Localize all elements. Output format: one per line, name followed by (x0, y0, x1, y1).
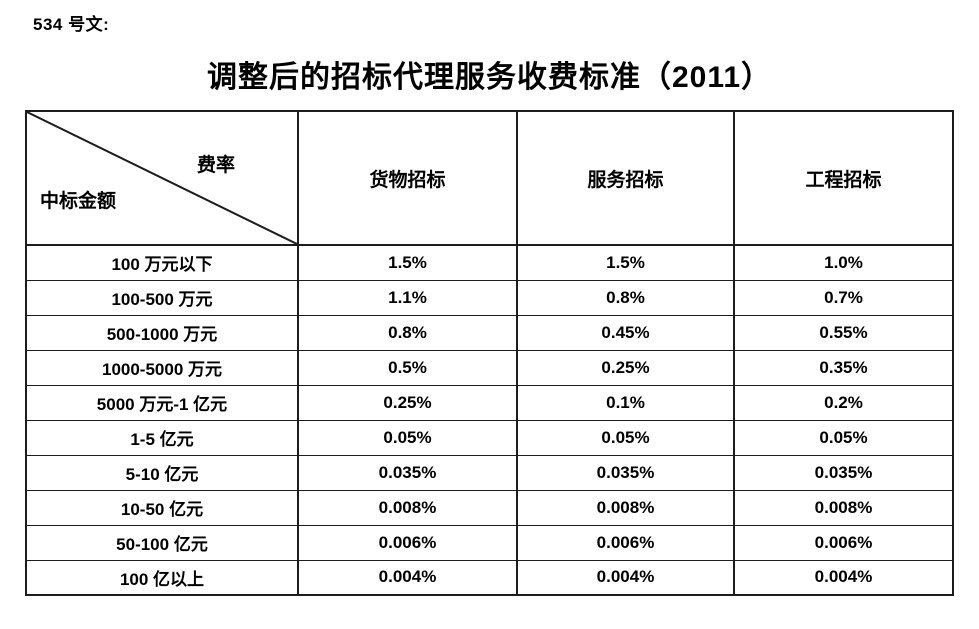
rate-cell: 0.008% (516, 489, 735, 526)
rate-cell: 0.05% (297, 419, 518, 456)
rate-cell: 0.5% (297, 349, 518, 386)
amount-range-cell: 100 亿以上 (25, 559, 299, 596)
amount-range-cell: 5-10 亿元 (25, 454, 299, 491)
rate-cell: 1.5% (297, 244, 518, 281)
rate-cell: 0.035% (516, 454, 735, 491)
column-header-goods-bidding: 货物招标 (297, 110, 518, 246)
rate-cell: 0.006% (516, 524, 735, 561)
amount-range-cell: 50-100 亿元 (25, 524, 299, 561)
table-row: 5-10 亿元 0.035% 0.035% 0.035% (25, 454, 954, 491)
amount-range-cell: 10-50 亿元 (25, 489, 299, 526)
rate-cell: 0.004% (297, 559, 518, 596)
rate-cell: 0.006% (733, 524, 954, 561)
table-row: 100 亿以上 0.004% 0.004% 0.004% (25, 559, 954, 596)
fee-table: 费率 中标金额 货物招标 服务招标 工程招标 100 万元以下 1.5% 1.5… (25, 110, 954, 596)
amount-range-cell: 100 万元以下 (25, 244, 299, 281)
column-header-engineering-bidding: 工程招标 (733, 110, 954, 246)
table-row: 500-1000 万元 0.8% 0.45% 0.55% (25, 314, 954, 351)
corner-label-rate: 费率 (197, 155, 236, 176)
table-row: 1-5 亿元 0.05% 0.05% 0.05% (25, 419, 954, 456)
rate-cell: 0.8% (297, 314, 518, 351)
table-row: 100 万元以下 1.5% 1.5% 1.0% (25, 244, 954, 281)
rate-cell: 0.8% (516, 279, 735, 316)
amount-range-cell: 1-5 亿元 (25, 419, 299, 456)
amount-range-cell: 1000-5000 万元 (25, 349, 299, 386)
rate-cell: 1.5% (516, 244, 735, 281)
table-row: 5000 万元-1 亿元 0.25% 0.1% 0.2% (25, 384, 954, 421)
rate-cell: 0.7% (733, 279, 954, 316)
rate-cell: 0.006% (297, 524, 518, 561)
rate-cell: 1.1% (297, 279, 518, 316)
corner-header-cell: 费率 中标金额 (25, 110, 299, 246)
rate-cell: 0.45% (516, 314, 735, 351)
rate-cell: 0.25% (297, 384, 518, 421)
column-header-services-bidding: 服务招标 (516, 110, 735, 246)
table-row: 1000-5000 万元 0.5% 0.25% 0.35% (25, 349, 954, 386)
rate-cell: 0.008% (733, 489, 954, 526)
rate-cell: 0.05% (516, 419, 735, 456)
header-row: 费率 中标金额 货物招标 服务招标 工程招标 (25, 110, 954, 246)
rate-cell: 0.55% (733, 314, 954, 351)
rate-cell: 0.05% (733, 419, 954, 456)
rate-cell: 0.008% (297, 489, 518, 526)
amount-range-cell: 500-1000 万元 (25, 314, 299, 351)
amount-range-cell: 5000 万元-1 亿元 (25, 384, 299, 421)
table-row: 10-50 亿元 0.008% 0.008% 0.008% (25, 489, 954, 526)
page-title: 调整后的招标代理服务收费标准（2011） (206, 61, 773, 94)
rate-cell: 0.1% (516, 384, 735, 421)
doc-number-label: 534 号文: (33, 15, 110, 34)
rate-cell: 0.35% (733, 349, 954, 386)
amount-range-cell: 100-500 万元 (25, 279, 299, 316)
diagonal-divider-line (27, 112, 297, 244)
rate-cell: 0.25% (516, 349, 735, 386)
rate-cell: 0.004% (516, 559, 735, 596)
rate-cell: 0.004% (733, 559, 954, 596)
rate-cell: 0.035% (297, 454, 518, 491)
table-row: 50-100 亿元 0.006% 0.006% 0.006% (25, 524, 954, 561)
rate-cell: 0.2% (733, 384, 954, 421)
rate-cell: 1.0% (733, 244, 954, 281)
rate-cell: 0.035% (733, 454, 954, 491)
corner-label-amount: 中标金额 (40, 191, 117, 212)
table-row: 100-500 万元 1.1% 0.8% 0.7% (25, 279, 954, 316)
